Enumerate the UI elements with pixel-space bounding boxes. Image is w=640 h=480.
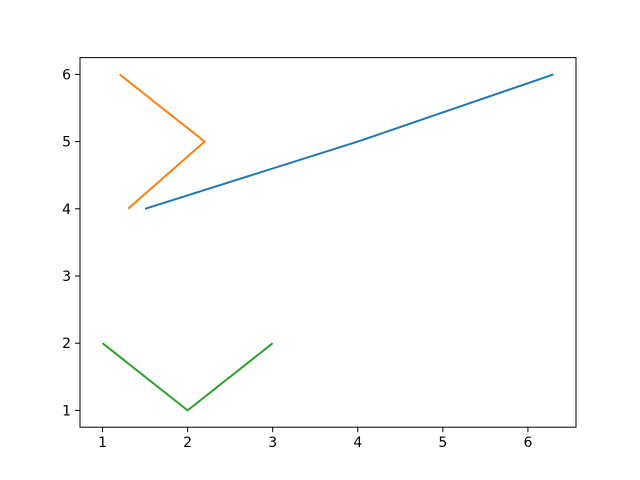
x-axis-tick-label: 6 [523, 435, 532, 451]
y-axis-tick-label: 6 [62, 67, 71, 83]
x-axis-tick-label: 2 [183, 435, 192, 451]
y-axis-tick-label: 1 [62, 403, 71, 419]
series-blue-line [144, 73, 554, 210]
y-axis-tick-label: 2 [62, 336, 71, 352]
y-axis-tick-label: 4 [62, 202, 71, 218]
y-axis-tick-label: 3 [62, 269, 71, 285]
series-orange-line [118, 73, 207, 210]
x-axis-tick-label: 5 [438, 435, 447, 451]
x-axis-tick-label: 4 [353, 435, 362, 451]
y-axis-tick-label: 5 [62, 135, 71, 151]
axes-frame [79, 57, 577, 428]
x-axis-tick-label: 1 [98, 435, 107, 451]
series-green-line [101, 342, 274, 412]
x-axis-tick-label: 3 [268, 435, 277, 451]
